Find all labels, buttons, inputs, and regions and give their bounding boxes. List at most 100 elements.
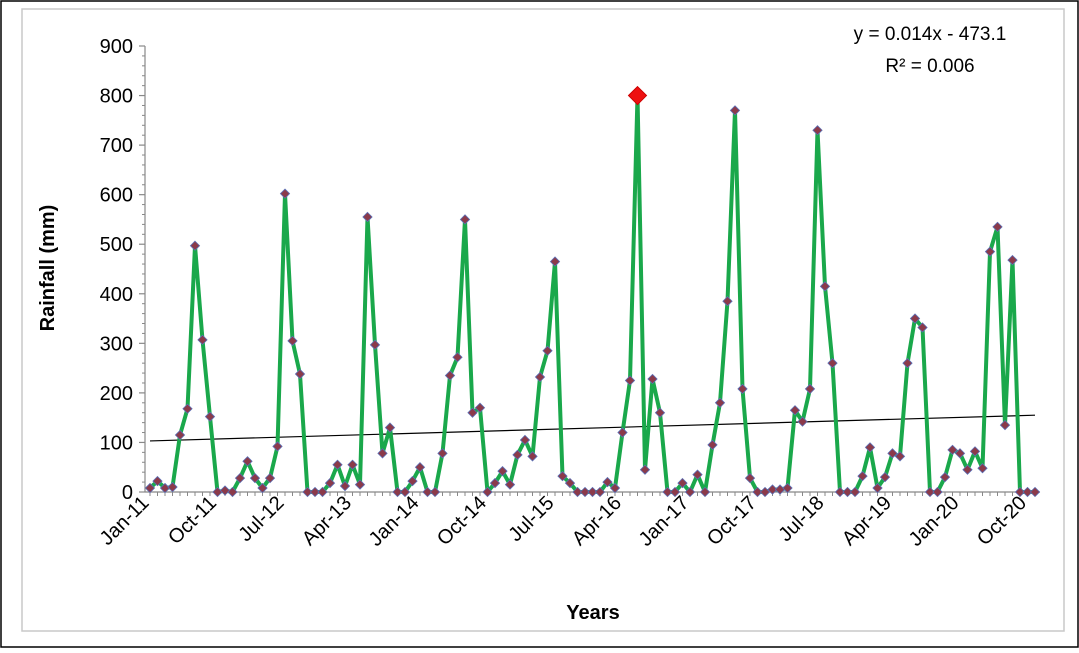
data-point xyxy=(557,470,568,482)
data-point xyxy=(512,449,523,460)
data-point xyxy=(887,448,898,459)
data-point xyxy=(827,357,838,369)
r-squared: R² = 0.006 xyxy=(885,56,974,77)
data-point xyxy=(924,486,936,498)
data-point xyxy=(722,296,733,307)
data-point xyxy=(324,477,336,489)
data-point xyxy=(189,240,201,251)
data-point xyxy=(834,486,846,498)
y-tick-label: 600 xyxy=(100,185,133,207)
data-point xyxy=(144,482,156,494)
data-point xyxy=(609,482,621,494)
data-point xyxy=(662,486,673,498)
data-point xyxy=(197,334,208,346)
data-point xyxy=(969,446,981,457)
data-point xyxy=(362,211,373,223)
data-point xyxy=(767,484,778,495)
data-point xyxy=(339,480,351,492)
data-point xyxy=(842,486,853,498)
data-point xyxy=(647,373,658,385)
data-point xyxy=(377,448,388,459)
data-point xyxy=(1029,486,1041,498)
data-point xyxy=(467,407,478,418)
x-axis-title: Years xyxy=(566,602,619,624)
y-axis-title: Rainfall (mm) xyxy=(37,205,59,332)
data-point xyxy=(677,477,688,489)
data-point xyxy=(572,486,583,498)
data-point xyxy=(954,448,966,459)
data-point xyxy=(917,322,928,333)
data-point xyxy=(864,442,876,453)
data-point xyxy=(182,403,193,414)
data-point xyxy=(452,352,463,363)
data-point xyxy=(399,486,411,498)
data-point xyxy=(489,477,501,489)
data-point xyxy=(504,479,516,490)
data-point xyxy=(999,419,1011,431)
data-point xyxy=(872,482,883,494)
data-point xyxy=(714,397,726,408)
data-point xyxy=(1014,486,1026,498)
data-point xyxy=(902,357,913,369)
y-tick-label: 200 xyxy=(100,383,133,405)
data-point xyxy=(369,339,381,350)
data-point xyxy=(819,281,831,292)
data-point xyxy=(729,105,741,116)
data-point xyxy=(699,486,711,498)
data-point xyxy=(392,486,403,498)
data-point xyxy=(939,471,951,483)
data-point xyxy=(287,335,298,347)
data-point xyxy=(302,486,313,498)
data-point xyxy=(174,429,186,441)
trendline-group xyxy=(149,414,1036,442)
data-point xyxy=(849,486,861,498)
data-point xyxy=(549,256,561,267)
data-point xyxy=(602,476,613,488)
data-point xyxy=(812,125,823,136)
data-point xyxy=(594,486,606,498)
data-point xyxy=(684,486,696,498)
data-point xyxy=(414,462,426,473)
data-point xyxy=(257,482,268,494)
data-point xyxy=(984,246,996,257)
data-point xyxy=(639,464,651,475)
data-point xyxy=(752,486,763,498)
data-point xyxy=(932,486,943,498)
data-point xyxy=(264,472,276,484)
data-point xyxy=(474,402,486,413)
data-point xyxy=(909,313,921,324)
data-point xyxy=(482,486,493,498)
data-point xyxy=(654,407,666,418)
data-point xyxy=(459,214,471,225)
data-point xyxy=(879,471,891,483)
data-point xyxy=(564,477,576,489)
data-point xyxy=(707,439,718,451)
data-point xyxy=(249,472,261,484)
data-point xyxy=(617,427,628,438)
data-point xyxy=(759,486,771,498)
data-point xyxy=(542,345,553,356)
data-point xyxy=(744,472,756,484)
data-point xyxy=(444,370,456,381)
data-point xyxy=(279,188,291,199)
chart-area-border xyxy=(21,8,1065,632)
data-point xyxy=(894,451,906,462)
data-point xyxy=(857,470,868,482)
data-point xyxy=(422,486,433,498)
y-tick-label: 100 xyxy=(100,432,133,454)
data-point xyxy=(272,441,283,452)
data-point xyxy=(294,368,306,380)
data-point xyxy=(407,475,418,487)
y-tick-label: 0 xyxy=(122,482,133,504)
data-point xyxy=(1007,254,1018,266)
data-point xyxy=(1022,486,1033,498)
trendline xyxy=(149,414,1036,442)
y-tick-label: 500 xyxy=(100,234,133,256)
series-group xyxy=(144,85,1041,498)
data-point xyxy=(384,422,396,433)
data-point xyxy=(789,405,801,416)
y-tick-label: 800 xyxy=(100,86,133,108)
data-point xyxy=(534,371,546,383)
y-tick-label: 400 xyxy=(100,284,133,306)
